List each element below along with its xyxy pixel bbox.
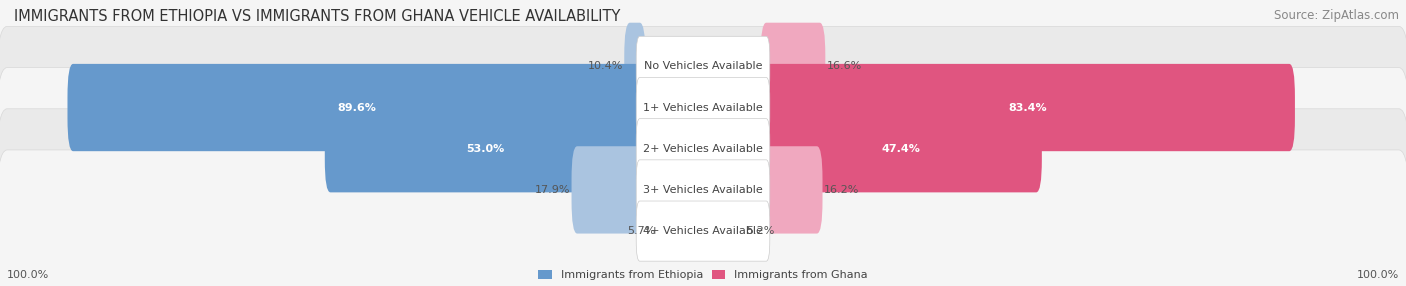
FancyBboxPatch shape: [0, 0, 1406, 148]
FancyBboxPatch shape: [761, 23, 825, 110]
Text: 3+ Vehicles Available: 3+ Vehicles Available: [643, 185, 763, 195]
Text: 10.4%: 10.4%: [588, 61, 623, 71]
Text: 16.2%: 16.2%: [824, 185, 859, 195]
FancyBboxPatch shape: [637, 119, 770, 179]
Text: 5.7%: 5.7%: [627, 226, 655, 236]
FancyBboxPatch shape: [325, 105, 645, 192]
Text: IMMIGRANTS FROM ETHIOPIA VS IMMIGRANTS FROM GHANA VEHICLE AVAILABILITY: IMMIGRANTS FROM ETHIOPIA VS IMMIGRANTS F…: [14, 9, 620, 23]
Text: 16.6%: 16.6%: [827, 61, 862, 71]
Text: 53.0%: 53.0%: [465, 144, 505, 154]
Text: 89.6%: 89.6%: [337, 103, 375, 112]
FancyBboxPatch shape: [637, 201, 770, 261]
FancyBboxPatch shape: [761, 105, 1042, 192]
FancyBboxPatch shape: [761, 64, 1295, 151]
Text: 100.0%: 100.0%: [7, 270, 49, 279]
Text: 4+ Vehicles Available: 4+ Vehicles Available: [643, 226, 763, 236]
FancyBboxPatch shape: [624, 23, 645, 110]
Text: 17.9%: 17.9%: [534, 185, 571, 195]
FancyBboxPatch shape: [571, 146, 645, 234]
Text: 5.2%: 5.2%: [747, 226, 775, 236]
FancyBboxPatch shape: [67, 64, 645, 151]
Text: 2+ Vehicles Available: 2+ Vehicles Available: [643, 144, 763, 154]
FancyBboxPatch shape: [0, 150, 1406, 286]
Text: 83.4%: 83.4%: [1008, 103, 1047, 112]
Legend: Immigrants from Ethiopia, Immigrants from Ghana: Immigrants from Ethiopia, Immigrants fro…: [538, 270, 868, 281]
FancyBboxPatch shape: [637, 160, 770, 220]
Text: 1+ Vehicles Available: 1+ Vehicles Available: [643, 103, 763, 112]
FancyBboxPatch shape: [0, 67, 1406, 230]
FancyBboxPatch shape: [637, 36, 770, 96]
Text: 47.4%: 47.4%: [882, 144, 921, 154]
FancyBboxPatch shape: [637, 78, 770, 138]
FancyBboxPatch shape: [761, 146, 823, 234]
FancyBboxPatch shape: [0, 109, 1406, 271]
Text: 100.0%: 100.0%: [1357, 270, 1399, 279]
FancyBboxPatch shape: [0, 26, 1406, 189]
Text: Source: ZipAtlas.com: Source: ZipAtlas.com: [1274, 9, 1399, 21]
Text: No Vehicles Available: No Vehicles Available: [644, 61, 762, 71]
